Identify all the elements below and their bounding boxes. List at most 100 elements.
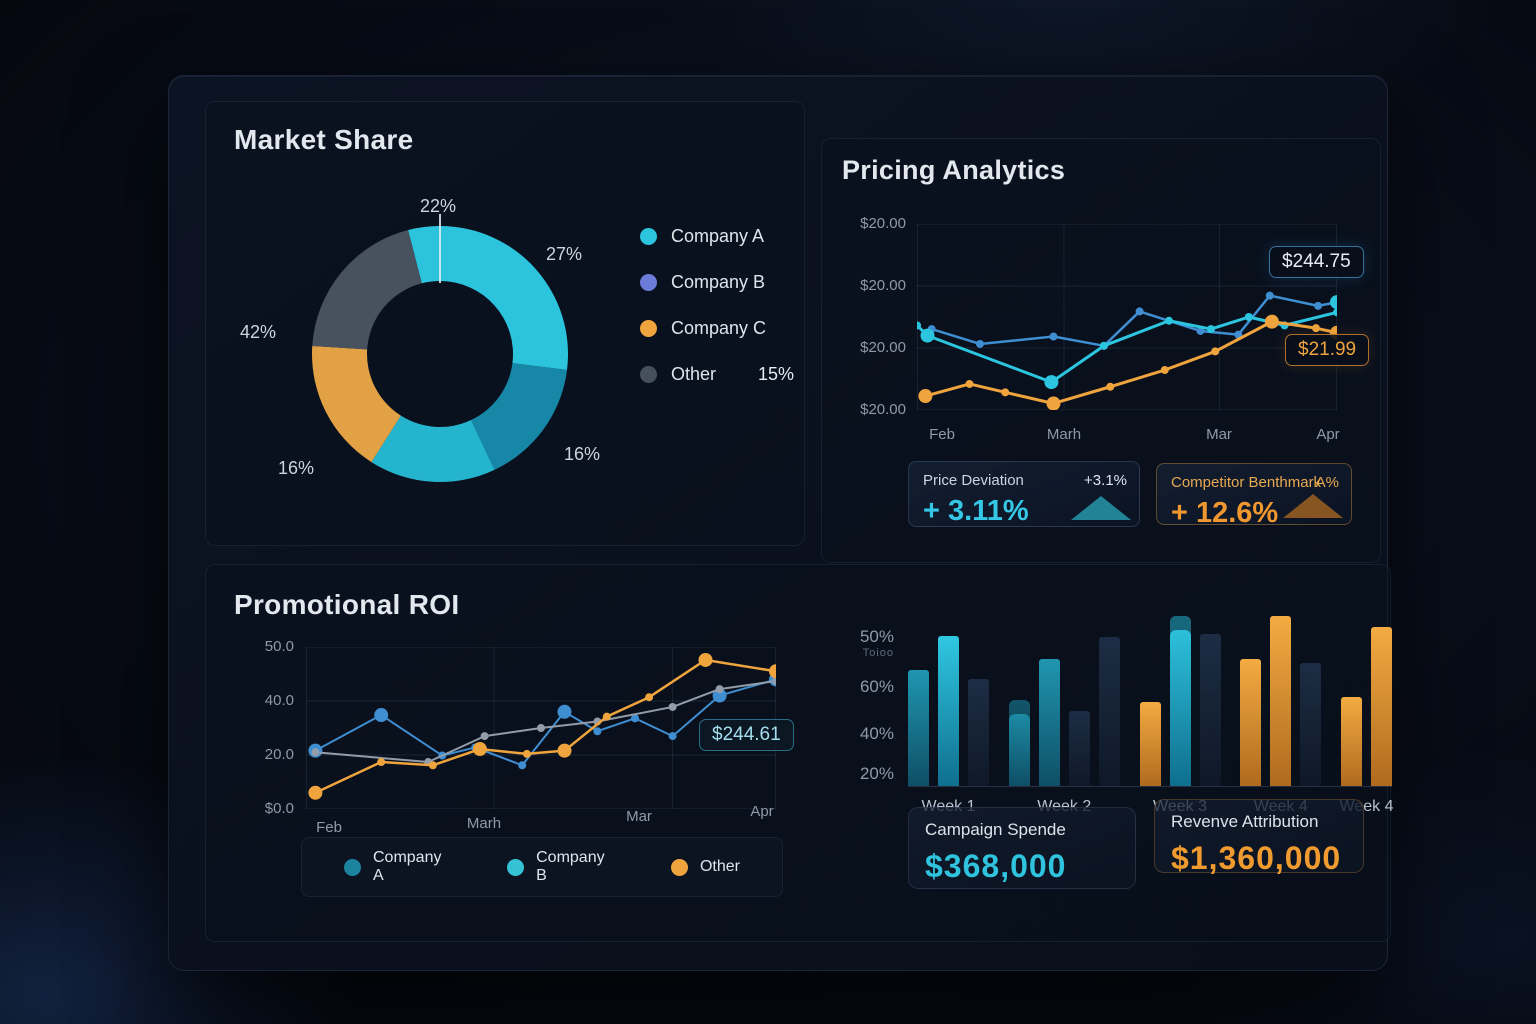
bar-group: Week 4 xyxy=(1240,607,1322,815)
bar-group: Week 4 xyxy=(1340,607,1393,815)
data-point[interactable] xyxy=(537,724,545,732)
data-point[interactable] xyxy=(1046,396,1061,411)
bar-group: Week 3 xyxy=(1139,607,1221,815)
data-point[interactable] xyxy=(308,785,323,800)
donut-slice[interactable] xyxy=(408,226,440,284)
data-point[interactable] xyxy=(698,652,713,667)
data-point[interactable] xyxy=(1264,314,1279,329)
bars-y-tick: 20% xyxy=(859,764,894,783)
roi-y-tick: $0.0 xyxy=(264,800,294,817)
data-point[interactable] xyxy=(668,702,677,711)
data-point[interactable] xyxy=(1211,347,1220,356)
donut-slice[interactable] xyxy=(471,363,567,470)
legend-item-company-c[interactable]: Company C xyxy=(640,318,794,339)
legend-dot-company-c-icon xyxy=(640,320,657,337)
legend-value: 15% xyxy=(758,364,795,384)
data-point[interactable] xyxy=(1099,341,1108,350)
legend-item-company-a[interactable]: Company A xyxy=(640,226,794,247)
data-point[interactable] xyxy=(1312,324,1320,333)
data-point[interactable] xyxy=(311,748,320,757)
bar[interactable] xyxy=(1240,658,1262,786)
bar[interactable] xyxy=(938,635,959,786)
price-callout-high: $244.75 xyxy=(1269,246,1364,278)
data-point[interactable] xyxy=(1314,301,1323,310)
data-point[interactable] xyxy=(668,732,677,741)
data-point[interactable] xyxy=(976,339,984,348)
pricing-x-tick: Marh xyxy=(1046,426,1082,443)
legend-item-other[interactable]: Other xyxy=(670,858,740,876)
data-point[interactable] xyxy=(518,761,527,770)
data-point[interactable] xyxy=(602,712,611,721)
legend-item-company-b[interactable]: Company B xyxy=(640,272,794,293)
pricing-x-tick: Feb xyxy=(929,426,955,443)
data-point[interactable] xyxy=(1333,308,1341,317)
donut-slice[interactable] xyxy=(312,230,422,350)
pricing-y-tick: $20.00 xyxy=(860,277,906,294)
bar[interactable] xyxy=(1341,696,1362,786)
bar[interactable] xyxy=(1270,615,1292,786)
data-point[interactable] xyxy=(918,389,933,404)
data-point[interactable] xyxy=(1044,375,1059,390)
bar[interactable] xyxy=(1139,701,1161,786)
legend-dot-company-b-icon xyxy=(640,274,657,291)
legend-item-company-a[interactable]: Company A xyxy=(344,849,443,885)
pricing-y-tick: $20.00 xyxy=(860,215,906,232)
data-point[interactable] xyxy=(631,714,639,723)
market-share-donut-chart[interactable]: 27% 16% 16% 42% 22% xyxy=(230,186,630,516)
bars-y-tick: 50% xyxy=(859,627,894,646)
roi-y-tick: 20.0 xyxy=(264,746,294,763)
pricing-line-chart[interactable] xyxy=(913,223,1344,411)
data-point[interactable] xyxy=(1244,313,1253,321)
data-point[interactable] xyxy=(1207,325,1215,334)
bar[interactable] xyxy=(1371,626,1392,786)
data-point[interactable] xyxy=(428,761,437,770)
data-point[interactable] xyxy=(1049,332,1058,341)
data-point[interactable] xyxy=(522,749,531,758)
data-point[interactable] xyxy=(1160,366,1169,375)
bar[interactable] xyxy=(1199,633,1221,786)
data-point[interactable] xyxy=(1330,295,1344,310)
bar-group: Week 1 xyxy=(908,607,989,815)
donut-slice-label: 16% xyxy=(278,458,314,478)
data-point[interactable] xyxy=(1135,307,1144,316)
roi-y-tick: 40.0 xyxy=(264,692,294,709)
bar[interactable] xyxy=(1008,700,1030,786)
market-share-title: Market Share xyxy=(234,124,414,155)
bar[interactable] xyxy=(1038,658,1060,786)
data-point[interactable] xyxy=(1265,291,1274,300)
legend-item-company-b[interactable]: Company B xyxy=(507,849,607,885)
bar[interactable] xyxy=(968,678,989,786)
bars-y-tick: 60% xyxy=(859,677,894,696)
data-point[interactable] xyxy=(965,379,974,388)
data-point[interactable] xyxy=(1001,388,1010,397)
donut-slice[interactable] xyxy=(440,226,568,371)
roi-x-tick: Mar xyxy=(626,808,652,825)
data-point[interactable] xyxy=(472,742,487,757)
donut-slice[interactable] xyxy=(371,415,495,482)
pricing-y-tick: $20.00 xyxy=(860,339,906,356)
legend-label: Company B xyxy=(536,849,605,884)
data-point[interactable] xyxy=(645,693,654,702)
data-point[interactable] xyxy=(920,328,935,343)
promotional-roi-title: Promotional ROI xyxy=(234,589,460,620)
data-point[interactable] xyxy=(1106,382,1115,391)
data-point[interactable] xyxy=(480,732,489,741)
data-point[interactable] xyxy=(1196,326,1205,335)
bar[interactable] xyxy=(1098,637,1120,786)
data-point[interactable] xyxy=(712,688,727,703)
bar[interactable] xyxy=(1068,710,1090,786)
data-point[interactable] xyxy=(557,704,572,719)
data-point[interactable] xyxy=(715,685,724,694)
donut-slice[interactable] xyxy=(312,345,401,463)
legend-label: Company B xyxy=(671,272,766,292)
legend-item-other[interactable]: Other 15% xyxy=(640,364,794,385)
bar[interactable] xyxy=(1169,615,1191,786)
data-point[interactable] xyxy=(374,708,389,723)
bar[interactable] xyxy=(1300,662,1322,786)
data-point[interactable] xyxy=(1165,316,1173,325)
data-point[interactable] xyxy=(557,743,572,758)
weekly-bar-chart[interactable]: Week 1Week 2Week 3Week 4Week 4 xyxy=(908,607,1393,815)
data-point[interactable] xyxy=(377,758,386,767)
bar[interactable] xyxy=(908,669,929,786)
data-point[interactable] xyxy=(593,727,602,736)
